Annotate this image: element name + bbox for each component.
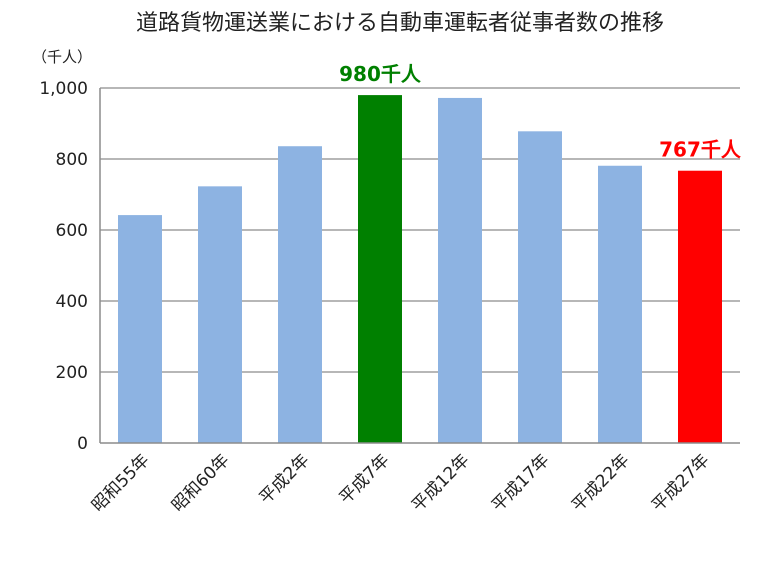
x-axis-ticks: 昭和55年 昭和60年 平成2年 平成7年 平成12年 平成17年 平成22年 平成27年 [88,450,714,516]
bar [358,95,402,443]
x-tick-label: 平成22年 [568,450,634,516]
x-tick-label: 平成27年 [648,450,714,516]
y-tick-label: 400 [56,292,88,312]
bar [598,165,642,443]
data-label: 767千人 [659,138,742,162]
y-tick-label: 0 [77,434,88,454]
bars [118,95,722,443]
grid-lines [100,87,740,373]
chart-title: 道路貨物運送業における自動車運転者従事者数の推移 [136,11,664,36]
x-tick-label: 平成17年 [488,450,554,516]
bar [518,131,562,443]
y-tick-label: 200 [56,363,88,383]
bar [678,170,722,443]
y-axis-unit-label: （千人） [32,48,92,66]
annotations: 980千人 767千人 [339,62,742,162]
bar [198,186,242,443]
bar [278,146,322,443]
bar [438,97,482,443]
x-tick-label: 昭和55年 [88,450,154,516]
data-label: 980千人 [339,62,422,86]
x-tick-label: 平成12年 [408,450,474,516]
y-tick-label: 600 [56,221,88,241]
y-tick-label: 1,000 [39,79,88,99]
y-axis-ticks: 0 200 400 600 800 1,000 [39,79,88,454]
x-tick-label: 平成7年 [336,450,394,508]
bar [118,215,162,443]
x-tick-label: 昭和60年 [168,450,234,516]
y-tick-label: 800 [56,150,88,170]
x-tick-label: 平成2年 [256,450,314,508]
